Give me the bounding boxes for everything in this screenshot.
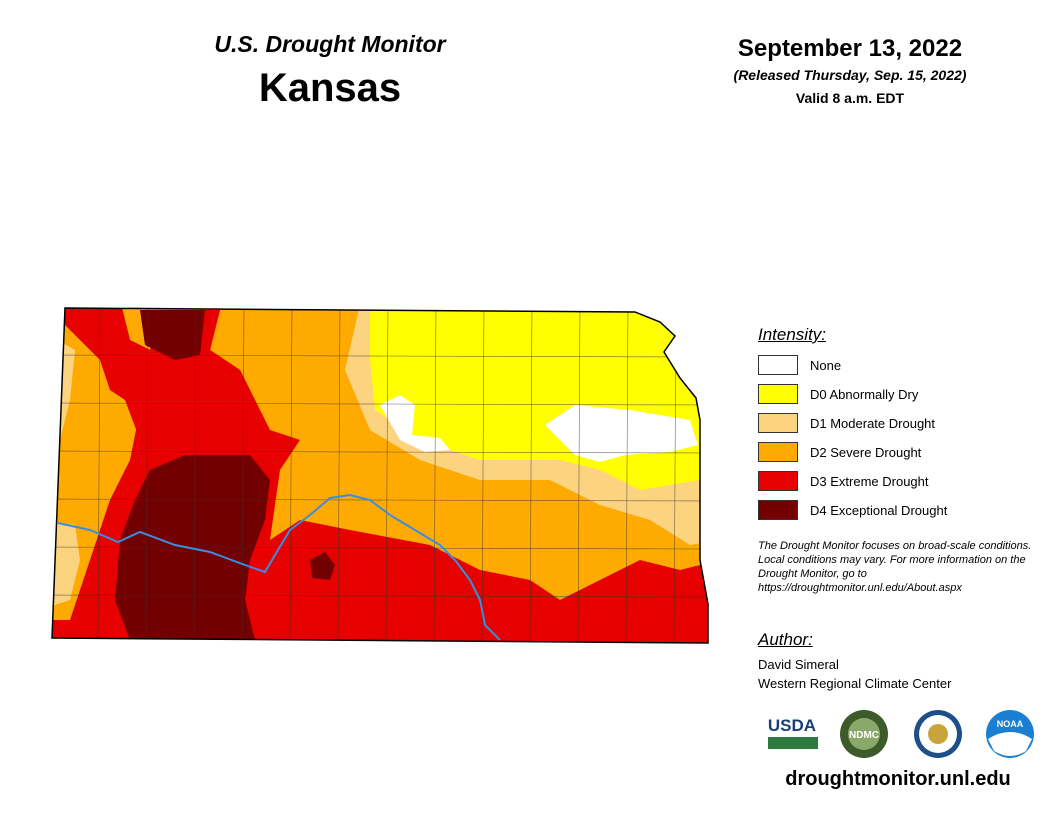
county-line bbox=[97, 308, 101, 643]
county-line bbox=[241, 308, 245, 643]
logo-text: NDMC bbox=[849, 730, 879, 741]
legend-label: D4 Exceptional Drought bbox=[810, 503, 948, 518]
logo-text: NOAA bbox=[997, 719, 1024, 729]
shape bbox=[848, 718, 880, 750]
legend-swatch bbox=[758, 355, 798, 375]
shape bbox=[52, 520, 80, 610]
logo-text: USDA bbox=[768, 716, 816, 735]
shape bbox=[988, 732, 1032, 756]
url: droughtmonitor.unl.edu bbox=[785, 768, 1011, 790]
county-line bbox=[385, 308, 389, 643]
author-title: Author: bbox=[758, 630, 813, 649]
shape bbox=[928, 724, 948, 744]
legend-label: None bbox=[810, 358, 842, 373]
state-outline bbox=[51, 307, 709, 644]
state: Kansas bbox=[258, 66, 402, 110]
doc-logo bbox=[914, 710, 962, 758]
legend-swatch bbox=[758, 413, 798, 433]
legend-label: D3 Extreme Drought bbox=[810, 474, 929, 489]
county-lines bbox=[52, 308, 708, 643]
legend-title: Intensity: bbox=[758, 325, 827, 344]
county-line bbox=[337, 308, 341, 643]
drought-areas bbox=[52, 308, 708, 643]
county-line bbox=[52, 402, 708, 406]
released: (Released Thursday, Sep. 15, 2022) bbox=[733, 67, 967, 83]
county-line bbox=[289, 308, 293, 643]
legend-swatch bbox=[758, 500, 798, 520]
title: U.S. Drought Monitor bbox=[214, 31, 446, 57]
county-line bbox=[52, 450, 708, 454]
usda-logo: USDA bbox=[768, 716, 818, 749]
shape bbox=[768, 737, 818, 749]
county-line bbox=[52, 594, 708, 598]
valid: Valid 8 a.m. EDT bbox=[795, 90, 905, 106]
shape bbox=[545, 405, 698, 462]
county-line bbox=[433, 308, 437, 643]
county-line bbox=[193, 308, 197, 643]
shape bbox=[52, 308, 265, 450]
map bbox=[51, 307, 709, 644]
county-line bbox=[577, 308, 581, 643]
date: September 13, 2022 bbox=[737, 35, 963, 62]
county-line bbox=[52, 642, 708, 643]
shape bbox=[140, 310, 205, 360]
legend-swatch bbox=[758, 442, 798, 462]
shape bbox=[380, 395, 450, 452]
author-name: David Simeral bbox=[758, 657, 839, 672]
county-line bbox=[145, 308, 149, 643]
legend-label: D0 Abnormally Dry bbox=[810, 387, 919, 402]
note: The Drought Monitor focuses on broad-sca… bbox=[758, 540, 1032, 594]
county-line bbox=[52, 546, 708, 550]
county-line bbox=[529, 308, 533, 643]
ndmc-logo: NDMC bbox=[840, 710, 888, 758]
county-line bbox=[481, 308, 485, 643]
county-line bbox=[625, 308, 629, 643]
legend-swatch bbox=[758, 384, 798, 404]
legend-label: D2 Severe Drought bbox=[810, 445, 922, 460]
legend-label: D1 Moderate Drought bbox=[810, 416, 936, 431]
logos: USDA NDMC NOAA bbox=[768, 710, 1034, 758]
river bbox=[57, 493, 501, 641]
shape bbox=[310, 552, 335, 580]
county-line bbox=[52, 354, 708, 358]
noaa-logo: NOAA bbox=[986, 710, 1034, 758]
author-org: Western Regional Climate Center bbox=[758, 676, 952, 691]
county-line bbox=[52, 498, 708, 502]
legend-swatch bbox=[758, 471, 798, 491]
